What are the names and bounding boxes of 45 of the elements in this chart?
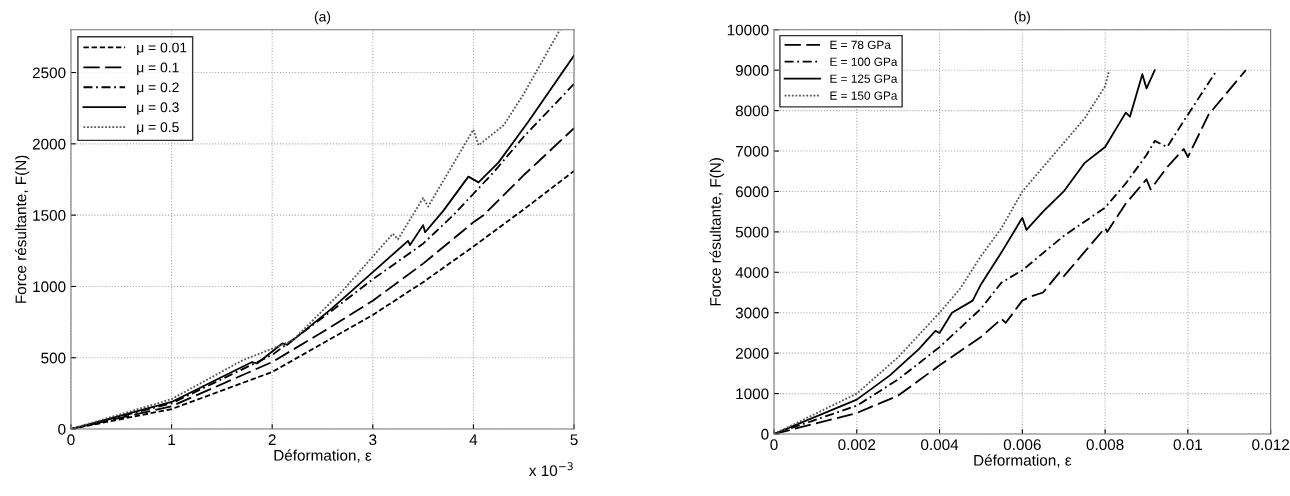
legend-label: μ = 0.5	[137, 122, 179, 135]
x-tick-label: 0	[67, 434, 75, 446]
text: x 10$^{−3}$	[529, 462, 573, 477]
x-tick-label: 5	[570, 434, 578, 446]
x-tick-label: 0.002	[838, 439, 876, 451]
y-tick-label: 1500	[33, 210, 66, 221]
y-tick-label: 500	[41, 352, 66, 364]
y-tick-label: 8000	[735, 105, 769, 117]
y-axis-title: Force résultante, F(N)	[709, 158, 724, 306]
y-tick-label: 5000	[735, 226, 769, 238]
x-tick-label: 4	[469, 434, 478, 445]
y-tick-label: 6000	[735, 186, 769, 198]
legend-label: μ = 0.1	[137, 62, 179, 75]
y-tick-label: 0	[58, 423, 66, 435]
x-tick-label: 0.012	[1252, 439, 1289, 451]
x-tick-label: 2	[268, 434, 276, 445]
y-tick-label: 2000	[32, 138, 66, 150]
x-axis-title: Déformation, ε	[274, 449, 372, 463]
x-tick-label: 0.008	[1086, 439, 1124, 451]
legend-label: μ = 0.3	[137, 102, 179, 115]
x-axis-title: Déformation, ε	[974, 454, 1072, 468]
y-axis-title: Force résultante, F(N)	[14, 155, 30, 303]
x-tick-label: 3	[369, 434, 377, 446]
x-tick-label: 0.01	[1173, 439, 1202, 451]
legend-label: E = 150 GPa	[830, 91, 898, 100]
y-tick-label: 2000	[735, 348, 769, 359]
legend-label: E = 125 GPa	[830, 74, 898, 83]
x-tick-label: 0.004	[921, 439, 959, 451]
y-tick-label: 1000	[33, 281, 66, 293]
legend-label: E = 78 GPa	[830, 40, 891, 50]
y-tick-label: 3000	[735, 307, 769, 319]
chart-title: (a)	[314, 11, 331, 25]
legend-label: μ = 0.01	[137, 42, 187, 55]
legend-label: μ = 0.2	[137, 82, 179, 95]
chart-title: (b)	[1014, 11, 1030, 25]
y-tick-label: 1000	[736, 388, 769, 400]
y-tick-label: 2500	[32, 67, 66, 79]
x-tick-label: 0.006	[1003, 439, 1041, 451]
legend-label: E = 100 GPa	[830, 57, 898, 66]
y-tick-label: 7000	[735, 145, 769, 157]
x-tick-label: 1	[168, 434, 176, 445]
y-tick-label: 9000	[735, 65, 769, 76]
y-tick-label: 4000	[735, 267, 769, 278]
x-tick-label: 0	[770, 439, 778, 451]
y-tick-label: 10000	[727, 24, 769, 36]
